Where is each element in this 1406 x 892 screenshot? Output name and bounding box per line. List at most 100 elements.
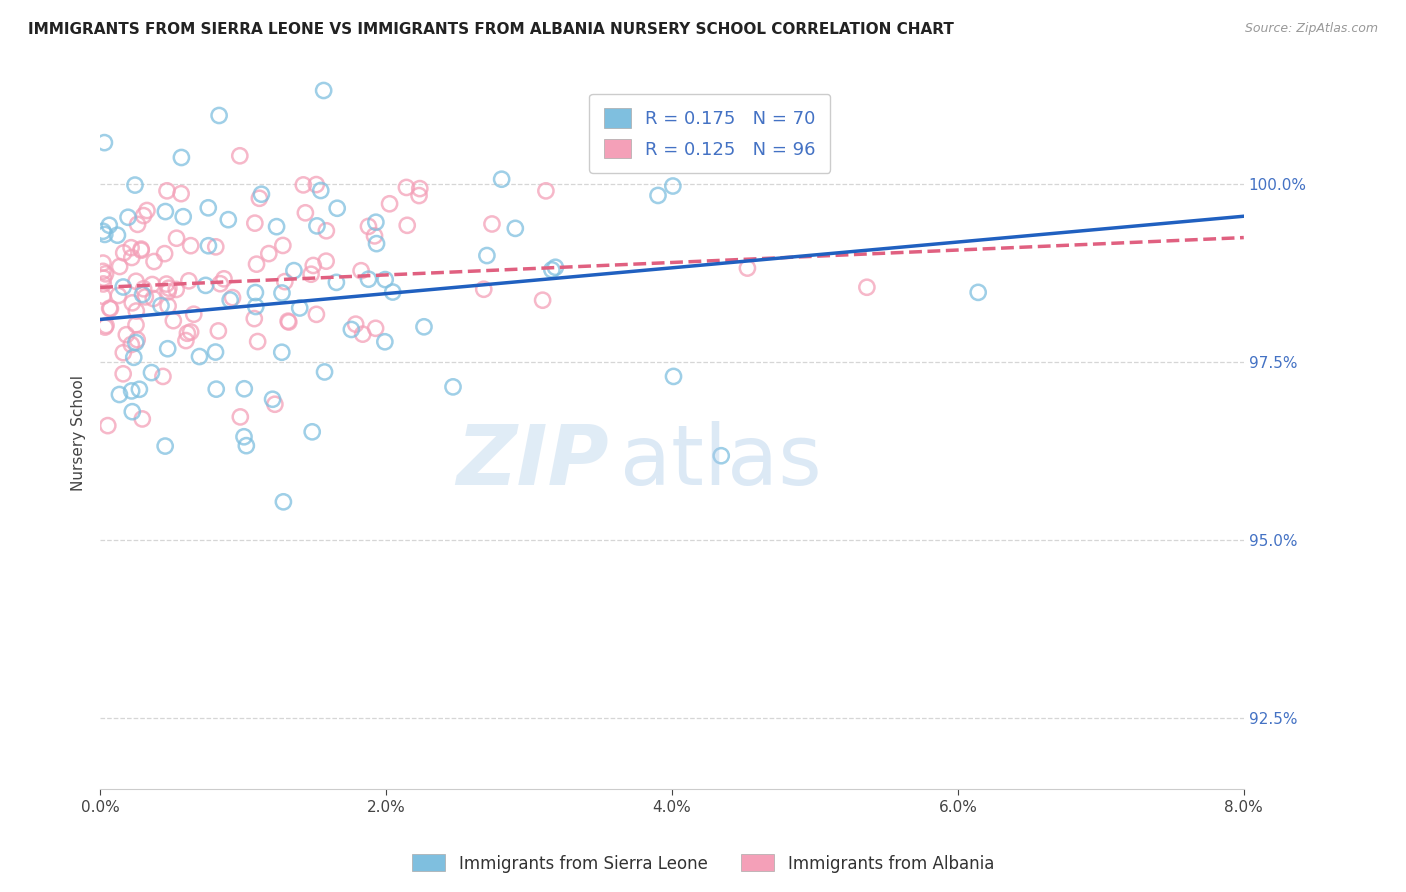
Point (217, 212, 239, 227)
Point (264, 397, 287, 411)
Point (176, 326, 198, 341)
Point (505, 221, 527, 235)
Point (288, 301, 311, 315)
Point (472, 282, 495, 296)
Point (108, 260, 131, 274)
Point (141, 366, 163, 380)
Point (150, 299, 173, 313)
Point (531, 293, 554, 308)
Point (117, 211, 139, 225)
Y-axis label: Nursery School: Nursery School (72, 376, 86, 491)
Point (212, 272, 235, 286)
Point (441, 380, 464, 394)
Point (305, 219, 328, 233)
Point (396, 219, 419, 233)
Point (94, 320, 117, 334)
Point (162, 313, 184, 327)
Point (277, 315, 299, 329)
Point (357, 272, 380, 286)
Point (204, 240, 226, 254)
Point (270, 345, 292, 359)
Point (273, 495, 295, 509)
Point (157, 285, 180, 299)
Point (107, 228, 129, 243)
Point (229, 409, 252, 424)
Point (94, 267, 117, 281)
Text: Source: ZipAtlas.com: Source: ZipAtlas.com (1244, 22, 1378, 36)
Point (312, 83, 335, 97)
Legend: Immigrants from Sierra Leone, Immigrants from Albania: Immigrants from Sierra Leone, Immigrants… (405, 847, 1001, 880)
Point (128, 382, 150, 396)
Point (112, 245, 135, 260)
Point (125, 304, 148, 318)
Point (112, 280, 135, 294)
Point (413, 319, 436, 334)
Point (153, 439, 176, 453)
Point (233, 430, 256, 444)
Point (129, 242, 152, 256)
Point (94, 318, 117, 333)
Point (357, 219, 380, 234)
Point (364, 215, 387, 229)
Point (142, 292, 165, 306)
Point (141, 277, 163, 292)
Point (662, 369, 685, 384)
Point (156, 184, 179, 198)
Point (305, 178, 328, 192)
Point (197, 238, 219, 252)
Point (294, 206, 316, 220)
Point (174, 334, 197, 348)
Point (209, 277, 232, 291)
Point (245, 257, 267, 271)
Point (155, 204, 177, 219)
Point (131, 287, 153, 301)
Point (183, 307, 205, 321)
Point (97, 418, 120, 433)
Point (395, 180, 418, 194)
Point (112, 367, 135, 381)
Point (475, 248, 498, 262)
Point (352, 327, 374, 342)
Point (856, 280, 879, 294)
Point (121, 384, 143, 398)
Point (194, 278, 217, 293)
Point (121, 296, 143, 310)
Point (271, 238, 294, 252)
Point (107, 288, 129, 302)
Point (350, 263, 373, 277)
Point (207, 324, 229, 338)
Point (91, 256, 114, 270)
Point (245, 300, 267, 314)
Point (121, 405, 143, 419)
Point (229, 149, 252, 163)
Point (155, 277, 177, 291)
Point (205, 382, 228, 396)
Point (271, 285, 294, 300)
Point (204, 345, 226, 359)
Point (166, 231, 188, 245)
Point (91, 289, 114, 303)
Text: IMMIGRANTS FROM SIERRA LEONE VS IMMIGRANTS FROM ALBANIA NURSERY SCHOOL CORRELATI: IMMIGRANTS FROM SIERRA LEONE VS IMMIGRAN… (28, 22, 955, 37)
Point (662, 179, 685, 194)
Point (136, 203, 159, 218)
Point (710, 449, 733, 463)
Point (299, 267, 322, 281)
Point (534, 184, 557, 198)
Point (132, 209, 155, 223)
Point (98, 219, 121, 233)
Point (541, 263, 564, 277)
Point (127, 333, 149, 347)
Point (340, 322, 363, 336)
Point (647, 188, 669, 202)
Point (132, 282, 155, 296)
Point (157, 299, 180, 313)
Point (235, 439, 257, 453)
Point (125, 318, 148, 332)
Point (219, 293, 242, 307)
Point (170, 151, 193, 165)
Point (177, 274, 200, 288)
Point (363, 228, 385, 243)
Text: atlas: atlas (620, 421, 823, 502)
Point (124, 178, 146, 192)
Point (127, 218, 149, 232)
